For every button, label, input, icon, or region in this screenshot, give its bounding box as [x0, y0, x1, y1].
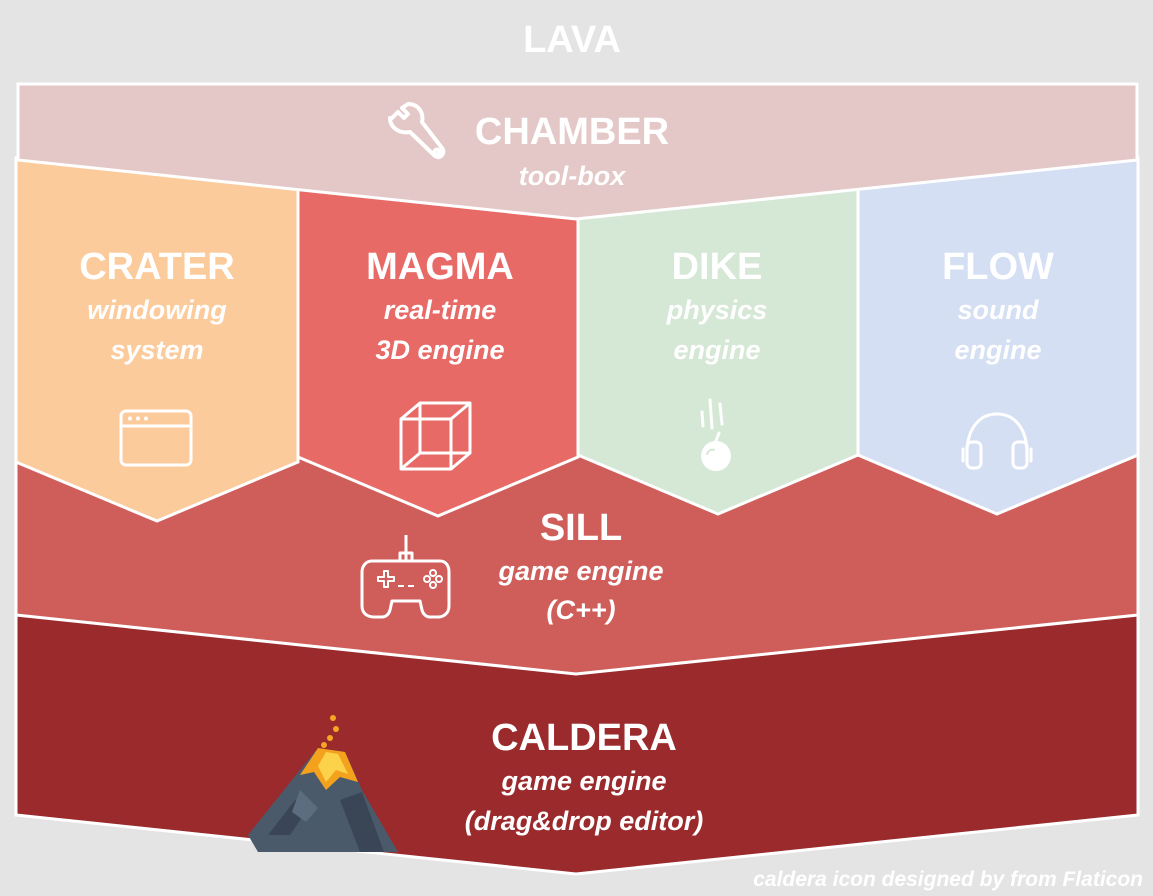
flow-subtitle-line1: sound — [957, 295, 1039, 325]
wrench-icon — [388, 102, 446, 160]
icon-credit: caldera icon designed by from Flaticon — [753, 868, 1143, 891]
sill-subtitle-line1: game engine — [498, 556, 664, 586]
dike-title: DIKE — [671, 246, 763, 288]
crater-subtitle-line1: windowing — [87, 295, 227, 325]
caldera-title: CALDERA — [491, 717, 677, 759]
caldera-subtitle-line2: (drag&drop editor) — [464, 806, 704, 836]
diagram-title: LAVA — [523, 19, 621, 61]
gamepad-icon — [360, 535, 451, 619]
magma-subtitle-line2: 3D engine — [375, 335, 505, 365]
browser-window-icon — [119, 409, 193, 467]
magma-subtitle-line1: real-time — [383, 295, 497, 325]
chamber-layer-shape — [16, 82, 1139, 221]
volcano-icon — [248, 715, 398, 852]
sill-title: SILL — [539, 507, 623, 549]
flow-title: FLOW — [942, 246, 1054, 288]
headphones-icon — [961, 412, 1033, 470]
caldera-subtitle-line1: game engine — [501, 766, 667, 796]
falling-apple-icon — [700, 398, 731, 471]
crater-subtitle-line2: system — [110, 335, 204, 365]
dike-subtitle-line1: physics — [666, 295, 768, 325]
flow-subtitle-line2: engine — [954, 335, 1042, 365]
cube-icon — [399, 401, 472, 471]
chamber-subtitle: tool-box — [518, 161, 626, 191]
crater-title: CRATER — [79, 246, 235, 288]
chamber-title: CHAMBER — [474, 111, 670, 153]
dike-subtitle-line2: engine — [673, 335, 761, 365]
magma-title: MAGMA — [366, 246, 514, 288]
sill-subtitle-line2: (C++) — [546, 595, 616, 625]
